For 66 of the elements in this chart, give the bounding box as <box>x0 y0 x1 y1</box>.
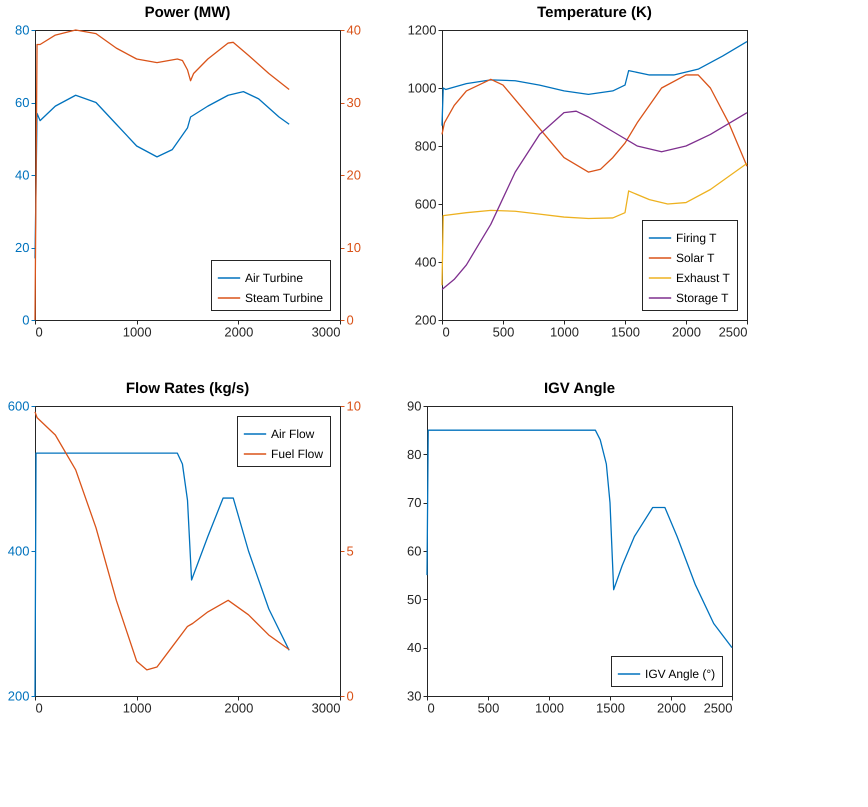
y2-tick-label: 0 <box>346 312 354 328</box>
chart-title: Flow Rates (kg/s) <box>126 380 250 397</box>
x-tick-label: 0 <box>36 700 43 716</box>
legend-label: Steam Turbine <box>245 291 324 305</box>
line-series <box>426 430 733 648</box>
x-tick-label: 3000 <box>312 700 340 716</box>
line-series <box>441 162 748 286</box>
legend-label: IGV Angle (°) <box>645 667 716 681</box>
x-tick-label: 1500 <box>611 324 640 340</box>
chart-title: Temperature (K) <box>537 4 652 21</box>
chart-title: IGV Angle <box>544 380 616 397</box>
y2-tick-label: 5 <box>346 544 354 558</box>
y-tick-label: 40 <box>407 640 422 656</box>
y-tick-label: 800 <box>414 138 436 154</box>
chart-title: Power (MW) <box>144 4 230 21</box>
x-tick-label: 2500 <box>704 700 732 716</box>
y-tick-label: 1200 <box>408 22 436 38</box>
y-tick-label: 70 <box>407 495 422 510</box>
line-series <box>441 40 748 126</box>
legend-label: Fuel Flow <box>271 447 324 461</box>
y-tick-label: 90 <box>407 398 422 414</box>
y-tick-label: 1000 <box>408 80 436 96</box>
legend-label: Air Turbine <box>245 271 304 285</box>
y2-tick-label: 40 <box>346 22 361 38</box>
y2-tick-label: 20 <box>346 168 361 182</box>
y-tick-label: 200 <box>414 312 436 328</box>
y-tick-label: 600 <box>414 196 436 212</box>
y-tick-label: 60 <box>407 544 422 558</box>
x-tick-label: 3000 <box>312 324 340 340</box>
y2-tick-label: 0 <box>346 688 354 704</box>
x-tick-label: 500 <box>492 324 514 340</box>
y-tick-label: 400 <box>8 544 30 558</box>
y2-tick-label: 30 <box>346 95 361 110</box>
y-tick-label: 30 <box>407 688 422 704</box>
line-series <box>441 74 748 173</box>
x-tick-label: 2000 <box>224 324 254 340</box>
legend-label: Solar T <box>676 251 716 265</box>
x-tick-label: 2500 <box>718 324 748 340</box>
legend-label: Exhaust T <box>676 271 730 285</box>
y-tick-label: 600 <box>8 398 30 414</box>
y-tick-label: 0 <box>22 312 30 328</box>
legend-label: Air Flow <box>271 427 315 441</box>
legend-label: Storage T <box>676 291 730 305</box>
y-tick-label: 40 <box>15 168 30 182</box>
x-tick-label: 1000 <box>535 700 564 716</box>
x-tick-label: 1000 <box>122 324 152 340</box>
x-tick-label: 1000 <box>550 324 579 340</box>
legend-label: Firing T <box>676 231 718 245</box>
x-tick-label: 0 <box>442 324 450 340</box>
y-tick-label: 20 <box>15 240 30 255</box>
y-tick-label: 50 <box>407 592 422 607</box>
x-tick-label: 0 <box>36 324 43 340</box>
y-tick-label: 400 <box>414 254 436 270</box>
y2-tick-label: 10 <box>346 240 361 255</box>
x-tick-label: 1500 <box>596 700 625 716</box>
x-tick-label: 2000 <box>224 700 254 716</box>
y-tick-label: 200 <box>8 688 30 704</box>
y-tick-label: 60 <box>15 95 30 110</box>
line-series <box>441 110 748 290</box>
y-tick-label: 80 <box>15 22 30 38</box>
x-tick-label: 2000 <box>657 700 686 716</box>
x-tick-label: 2000 <box>672 324 701 340</box>
y2-tick-label: 10 <box>346 398 361 414</box>
y-tick-label: 80 <box>407 446 422 462</box>
x-tick-label: 500 <box>478 700 500 716</box>
x-tick-label: 1000 <box>122 700 152 716</box>
